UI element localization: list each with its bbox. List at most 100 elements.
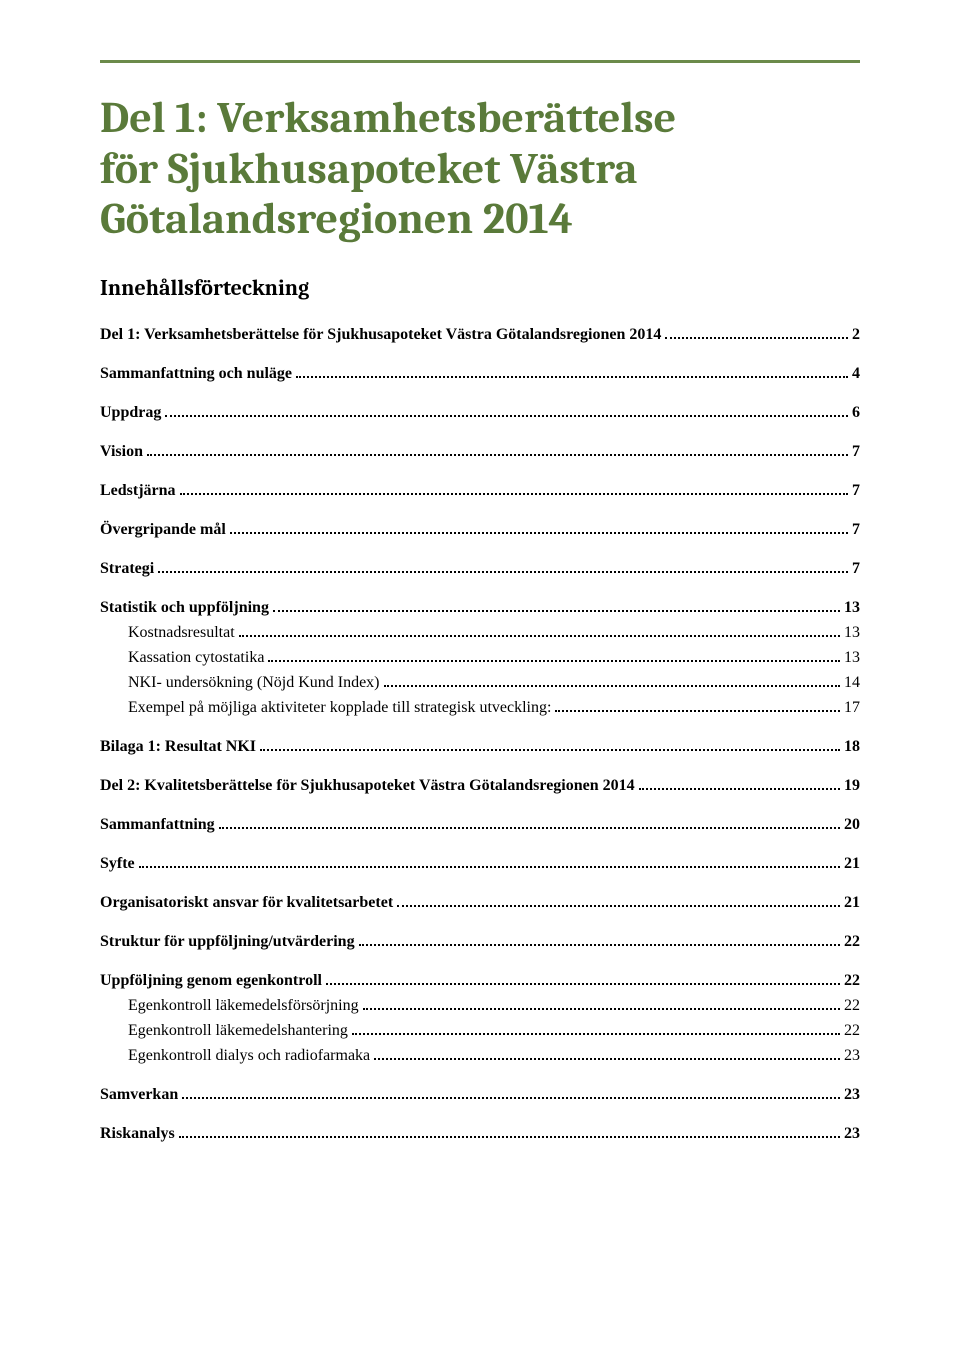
toc-row[interactable]: Strategi 7: [100, 557, 860, 578]
toc-row[interactable]: Sammanfattning 20: [100, 813, 860, 834]
toc-leader: [397, 891, 840, 907]
toc-label: Uppdrag: [100, 404, 161, 422]
toc-label: Kassation cytostatika: [128, 649, 264, 667]
toc-row[interactable]: Ledstjärna 7: [100, 479, 860, 500]
toc-page: 7: [852, 482, 860, 500]
toc-leader: [296, 362, 848, 378]
toc-leader: [165, 401, 848, 417]
toc-page: 21: [844, 894, 860, 912]
toc-page: 6: [852, 404, 860, 422]
title-line-1: Del 1: Verksamhetsberättelse: [100, 92, 676, 143]
toc-page: 14: [844, 674, 860, 692]
toc-leader: [139, 852, 840, 868]
toc-leader: [352, 1019, 840, 1035]
toc-page: 2: [852, 326, 860, 344]
title-line-3: Götalandsregionen 2014: [100, 193, 573, 244]
toc-label: Samverkan: [100, 1086, 178, 1104]
toc-page: 22: [844, 997, 860, 1015]
toc-label: Egenkontroll läkemedelshantering: [128, 1022, 348, 1040]
toc-page: 22: [844, 933, 860, 951]
toc-label: Sammanfattning och nuläge: [100, 365, 292, 383]
toc-label: Egenkontroll läkemedelsförsörjning: [128, 997, 359, 1015]
toc-row[interactable]: Egenkontroll läkemedelsförsörjning 22: [100, 994, 860, 1015]
toc-leader: [179, 1122, 840, 1138]
toc-page: 7: [852, 521, 860, 539]
toc-page: 21: [844, 855, 860, 873]
toc-page: 7: [852, 560, 860, 578]
toc-row[interactable]: Organisatoriskt ansvar för kvalitetsarbe…: [100, 891, 860, 912]
toc-label: Struktur för uppföljning/utvärdering: [100, 933, 355, 951]
toc-label: Del 1: Verksamhetsberättelse för Sjukhus…: [100, 326, 661, 344]
toc-row[interactable]: Bilaga 1: Resultat NKI 18: [100, 735, 860, 756]
toc-row[interactable]: Sammanfattning och nuläge 4: [100, 362, 860, 383]
toc-leader: [363, 994, 840, 1010]
toc-leader: [359, 930, 840, 946]
toc-page: 22: [844, 972, 860, 990]
toc-label: Bilaga 1: Resultat NKI: [100, 738, 256, 756]
toc-label: Riskanalys: [100, 1125, 175, 1143]
toc-label: Övergripande mål: [100, 521, 226, 539]
toc-row[interactable]: Statistik och uppföljning 13: [100, 596, 860, 617]
top-rule: [100, 60, 860, 63]
toc-label: Uppföljning genom egenkontroll: [100, 972, 322, 990]
toc-list: Del 1: Verksamhetsberättelse för Sjukhus…: [100, 323, 860, 1143]
toc-leader: [273, 596, 840, 612]
toc-row[interactable]: Riskanalys 23: [100, 1122, 860, 1143]
toc-row[interactable]: Uppföljning genom egenkontroll 22: [100, 969, 860, 990]
toc-leader: [147, 440, 848, 456]
toc-page: 17: [844, 699, 860, 717]
toc-label: Del 2: Kvalitetsberättelse för Sjukhusap…: [100, 777, 635, 795]
toc-leader: [239, 621, 840, 637]
toc-label: Syfte: [100, 855, 135, 873]
toc-label: NKI- undersökning (Nöjd Kund Index): [128, 674, 380, 692]
toc-row[interactable]: Vision 7: [100, 440, 860, 461]
toc-label: Sammanfattning: [100, 816, 215, 834]
toc-leader: [639, 774, 840, 790]
toc-row[interactable]: Struktur för uppföljning/utvärdering 22: [100, 930, 860, 951]
toc-row[interactable]: Exempel på möjliga aktiviteter kopplade …: [100, 696, 860, 717]
title-line-2: för Sjukhusapoteket Västra: [100, 143, 637, 194]
toc-row[interactable]: Uppdrag 6: [100, 401, 860, 422]
page-title: Del 1: Verksamhetsberättelse för Sjukhus…: [100, 93, 860, 245]
toc-row[interactable]: NKI- undersökning (Nöjd Kund Index) 14: [100, 671, 860, 692]
toc-row[interactable]: Kassation cytostatika 13: [100, 646, 860, 667]
toc-page: 23: [844, 1125, 860, 1143]
toc-page: 18: [844, 738, 860, 756]
toc-page: 13: [844, 599, 860, 617]
toc-page: 13: [844, 649, 860, 667]
toc-page: 20: [844, 816, 860, 834]
toc-row[interactable]: Del 1: Verksamhetsberättelse för Sjukhus…: [100, 323, 860, 344]
toc-leader: [158, 557, 848, 573]
toc-label: Vision: [100, 443, 143, 461]
toc-label: Statistik och uppföljning: [100, 599, 269, 617]
toc-leader: [230, 518, 848, 534]
toc-page: 4: [852, 365, 860, 383]
toc-label: Strategi: [100, 560, 154, 578]
toc-row[interactable]: Egenkontroll läkemedelshantering 22: [100, 1019, 860, 1040]
toc-label: Exempel på möjliga aktiviteter kopplade …: [128, 699, 551, 717]
toc-label: Egenkontroll dialys och radiofarmaka: [128, 1047, 370, 1065]
toc-leader: [260, 735, 840, 751]
toc-label: Ledstjärna: [100, 482, 176, 500]
toc-label: Organisatoriskt ansvar för kvalitetsarbe…: [100, 894, 393, 912]
toc-row[interactable]: Syfte 21: [100, 852, 860, 873]
toc-page: 22: [844, 1022, 860, 1040]
toc-leader: [326, 969, 840, 985]
toc-label: Kostnadsresultat: [128, 624, 235, 642]
toc-leader: [182, 1083, 840, 1099]
toc-leader: [374, 1044, 840, 1060]
toc-leader: [268, 646, 840, 662]
toc-leader: [665, 323, 848, 339]
toc-page: 19: [844, 777, 860, 795]
toc-page: 23: [844, 1047, 860, 1065]
toc-page: 7: [852, 443, 860, 461]
toc-leader: [180, 479, 848, 495]
toc-row[interactable]: Del 2: Kvalitetsberättelse för Sjukhusap…: [100, 774, 860, 795]
toc-row[interactable]: Samverkan 23: [100, 1083, 860, 1104]
toc-row[interactable]: Egenkontroll dialys och radiofarmaka 23: [100, 1044, 860, 1065]
toc-page: 13: [844, 624, 860, 642]
toc-row[interactable]: Kostnadsresultat 13: [100, 621, 860, 642]
toc-page: 23: [844, 1086, 860, 1104]
toc-row[interactable]: Övergripande mål 7: [100, 518, 860, 539]
toc-leader: [384, 671, 840, 687]
